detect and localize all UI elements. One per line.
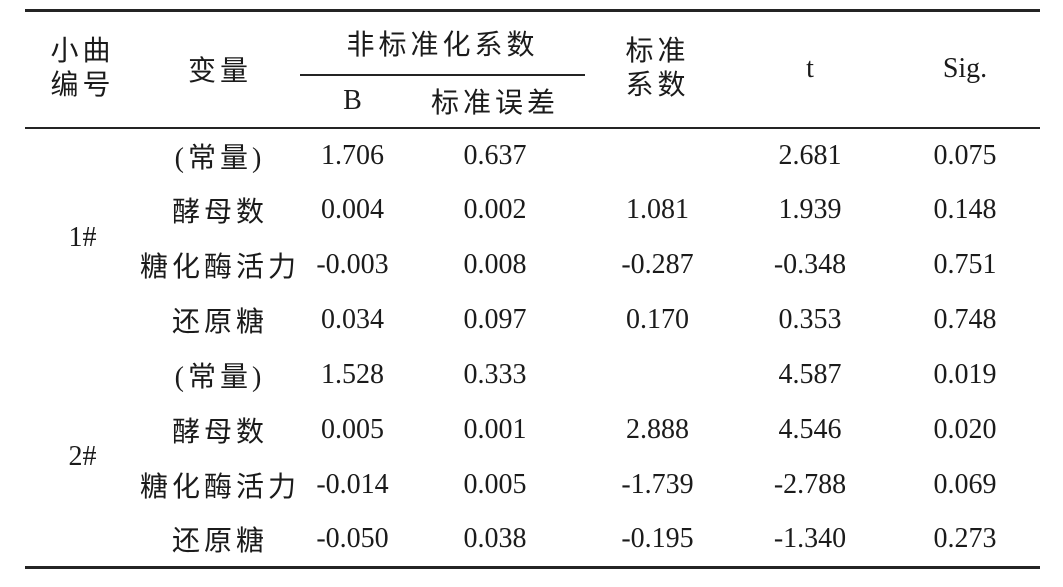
- table-body: 1# (常量) 1.706 0.637 2.681 0.075 酵母数 0.00…: [25, 126, 1041, 568]
- t-cell: -2.788: [773, 469, 847, 500]
- header-row-top: 小曲 编号 变量 非标准化系数 标准 系数 t Sig.: [25, 10, 1040, 101]
- b-cell: 1.706: [300, 126, 405, 183]
- b-cell: 0.034: [321, 304, 384, 335]
- std-error-cell: 0.637: [405, 126, 586, 183]
- sig-cell: 0.019: [933, 359, 997, 390]
- std-coef-cell: 1.081: [626, 194, 690, 225]
- t-cell: -1.340: [773, 523, 847, 555]
- header-std-error: 标准误差: [431, 88, 560, 119]
- header-standardized-coefficient-line2: 系数: [625, 70, 690, 102]
- t-cell: 0.353: [778, 304, 842, 335]
- table-row: 酵母数 0.004 0.002 1.081 1.939 0.148: [25, 183, 1040, 238]
- header-b: B: [343, 85, 362, 116]
- b-cell: -0.014: [316, 469, 389, 500]
- variable-cell: (常量): [140, 126, 300, 183]
- variable-cell: 酵母数: [171, 417, 268, 448]
- sig-cell: 0.273: [933, 523, 997, 555]
- std-coef-cell: [585, 126, 731, 183]
- std-error-cell: 0.333: [463, 359, 527, 390]
- group-id-cell: 2#: [68, 440, 97, 472]
- header-unstandardized-coefficients: 非标准化系数: [300, 10, 586, 76]
- b-cell: -0.050: [316, 523, 389, 555]
- table-row: 糖化酶活力 -0.014 0.005 -1.739 -2.788 0.069: [25, 458, 1040, 513]
- variable-cell: 酵母数: [171, 197, 268, 228]
- table-row: 还原糖 -0.050 0.038 -0.195 -1.340 0.273: [25, 513, 1040, 568]
- table-row: 酵母数 0.005 0.001 2.888 4.546 0.020: [25, 403, 1040, 458]
- table-header: 小曲 编号 变量 非标准化系数 标准 系数 t Sig. B 标准误差: [25, 10, 1040, 128]
- std-coef-cell: -0.287: [621, 249, 694, 280]
- header-group-id: 小曲 编号: [25, 11, 140, 128]
- sig-cell: 0.069: [933, 469, 997, 500]
- header-row-sub: B 标准误差: [25, 75, 1040, 128]
- header-sig: Sig.: [942, 53, 988, 85]
- sig-cell: 0.148: [933, 194, 997, 225]
- std-error-cell: 0.005: [463, 469, 527, 500]
- sig-cell: 0.748: [933, 304, 997, 335]
- std-coef-cell: -1.739: [621, 469, 694, 500]
- std-error-cell: 0.038: [463, 523, 527, 555]
- table-row: 糖化酶活力 -0.003 0.008 -0.287 -0.348 0.751: [25, 238, 1040, 293]
- regression-coefficients-table: 小曲 编号 变量 非标准化系数 标准 系数 t Sig. B 标准误差 1# (…: [25, 9, 1041, 569]
- t-cell: 1.939: [778, 194, 842, 225]
- t-cell: 4.546: [778, 414, 842, 445]
- table-row: 还原糖 0.034 0.097 0.170 0.353 0.748: [25, 293, 1040, 348]
- header-t: t: [806, 53, 814, 85]
- header-variable: 变量: [187, 56, 252, 88]
- std-error-cell: 0.001: [463, 414, 527, 445]
- std-coef-cell: -0.195: [621, 523, 694, 555]
- t-cell: 2.681: [730, 126, 891, 183]
- std-coef-cell: [585, 348, 730, 403]
- group-id-cell: 1#: [25, 126, 140, 348]
- std-error-cell: 0.097: [463, 304, 527, 335]
- b-cell: 1.528: [321, 359, 384, 390]
- b-cell: 0.005: [321, 414, 384, 445]
- table-row: 1# (常量) 1.706 0.637 2.681 0.075: [25, 126, 1041, 348]
- sig-cell: 0.075: [890, 126, 1041, 183]
- b-cell: -0.003: [316, 249, 389, 280]
- sig-cell: 0.020: [933, 414, 997, 445]
- header-group-id-line1: 小曲: [50, 36, 115, 68]
- t-cell: -0.348: [773, 249, 847, 280]
- t-cell: 4.587: [778, 359, 842, 390]
- std-error-cell: 0.002: [463, 194, 527, 225]
- variable-cell: 还原糖: [171, 526, 268, 558]
- std-coef-cell: 0.170: [626, 304, 690, 335]
- header-group-id-line2: 编号: [50, 70, 115, 102]
- table-row: 2# (常量) 1.528 0.333 4.587 0.019: [25, 348, 1040, 472]
- variable-cell: 糖化酶活力: [140, 472, 301, 503]
- header-standardized-coefficient: 标准 系数: [585, 11, 730, 128]
- variable-cell: (常量): [174, 362, 266, 393]
- sig-cell: 0.751: [933, 249, 997, 280]
- variable-cell: 还原糖: [171, 307, 268, 338]
- header-standardized-coefficient-line1: 标准: [625, 36, 690, 68]
- variable-cell: 糖化酶活力: [140, 252, 301, 283]
- std-coef-cell: 2.888: [626, 414, 690, 445]
- std-error-cell: 0.008: [463, 249, 527, 280]
- b-cell: 0.004: [321, 194, 384, 225]
